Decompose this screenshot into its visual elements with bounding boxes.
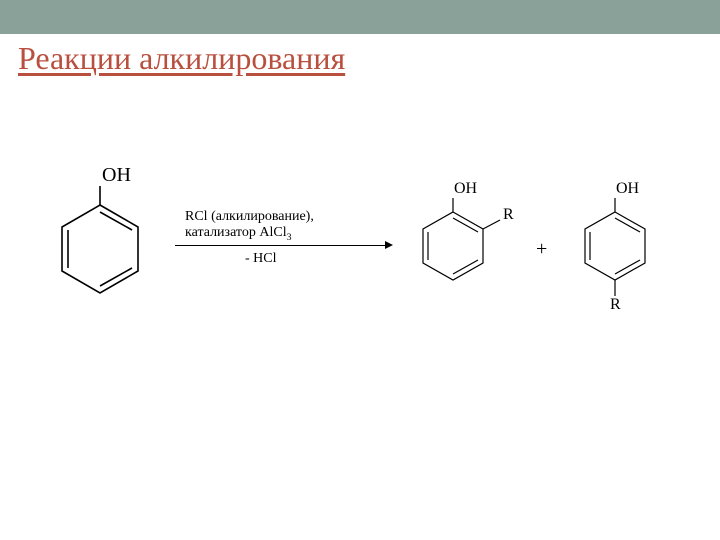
arrow-condition-bottom: - HCl: [245, 251, 277, 267]
oh-label: OH: [454, 180, 477, 198]
slide-title: Реакции алкилирования: [18, 40, 702, 77]
oh-label: OH: [616, 180, 639, 198]
benzene-ring-icon: [570, 192, 670, 342]
catalyst-prefix: катализатор AlCl: [185, 225, 287, 240]
oh-label: OH: [102, 164, 131, 187]
plus-symbol: +: [536, 238, 547, 261]
r-label: R: [610, 296, 621, 314]
catalyst-sub: 3: [287, 232, 292, 243]
reaction-arrow: RCl (алкилирование), катализатор AlCl3 -…: [175, 245, 395, 246]
arrow-condition-top-1: RCl (алкилирование),: [185, 209, 314, 225]
reaction-scheme: OH RCl (алкилирование), катализатор AlCl…: [0, 150, 720, 450]
top-accent-bar: [0, 0, 720, 34]
benzene-ring-icon: [40, 180, 160, 340]
arrow-head-icon: [385, 241, 393, 249]
arrow-line-icon: [175, 245, 385, 246]
title-container: Реакции алкилирования: [0, 34, 720, 81]
r-label: R: [503, 206, 514, 224]
arrow-condition-top-2: катализатор AlCl3: [185, 225, 292, 243]
benzene-ring-icon: [408, 192, 508, 322]
